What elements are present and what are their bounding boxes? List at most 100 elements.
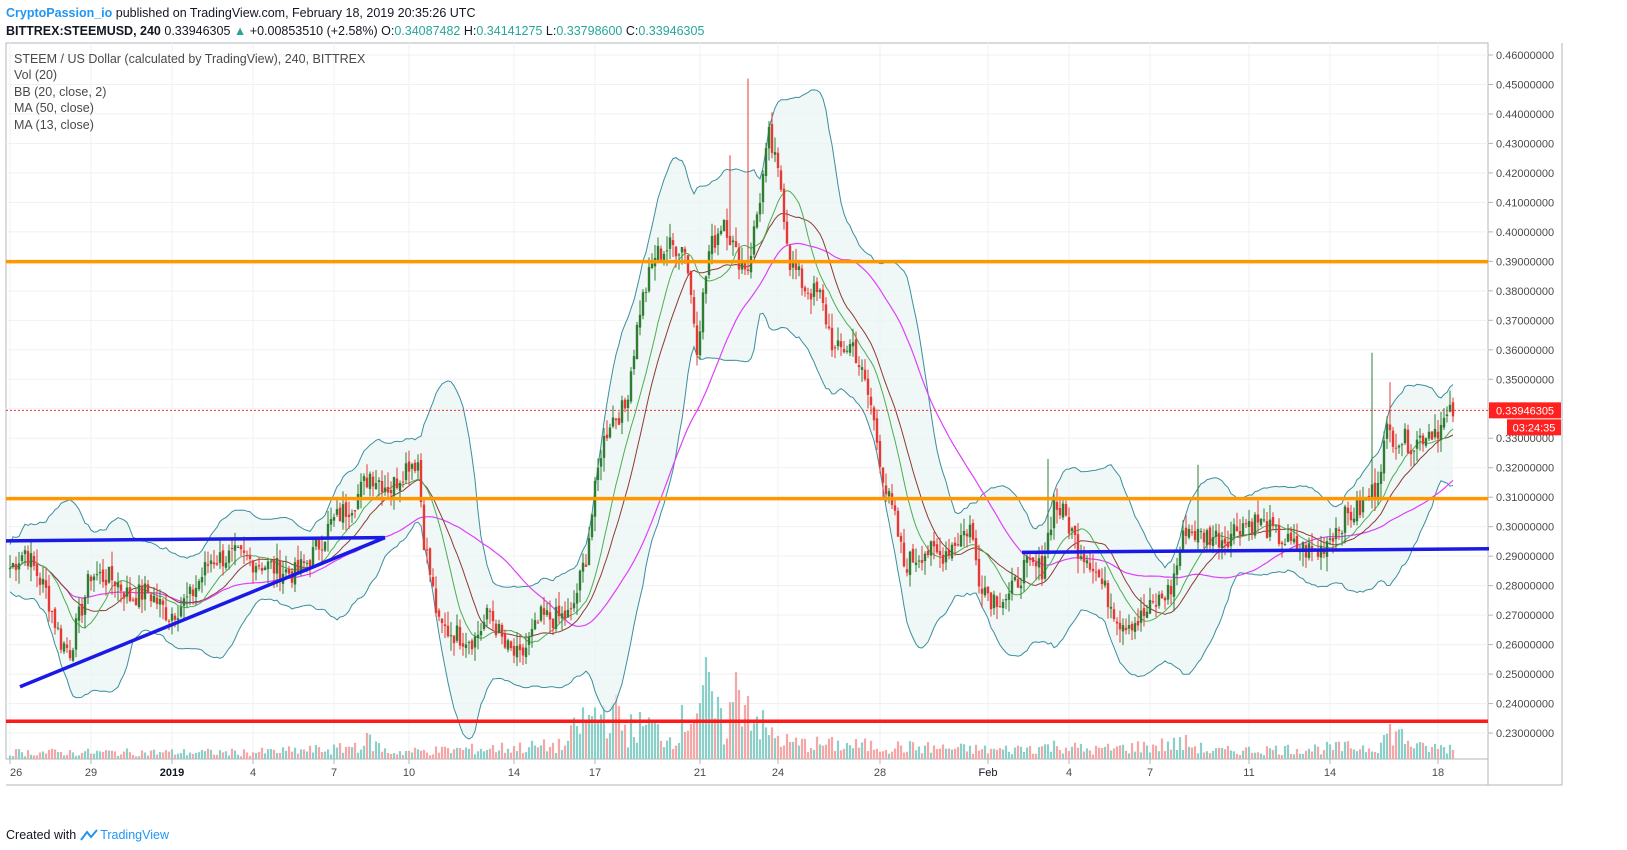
volume-bar xyxy=(1106,743,1110,759)
candle xyxy=(194,575,198,606)
candle-body xyxy=(242,550,246,553)
candle xyxy=(899,532,903,554)
volume-bar xyxy=(23,756,27,759)
candle xyxy=(1262,508,1266,523)
candle-body xyxy=(482,621,486,630)
candle xyxy=(128,577,132,603)
candle xyxy=(215,555,219,567)
volume-bar xyxy=(971,753,975,759)
volume-bar xyxy=(1376,752,1380,759)
candle xyxy=(254,562,258,581)
candle xyxy=(464,632,468,658)
candle-body xyxy=(1025,556,1029,563)
candle-body xyxy=(1001,602,1005,609)
candle xyxy=(1415,431,1419,462)
candle-body xyxy=(902,542,906,567)
candle-body xyxy=(182,598,186,606)
volume-bar xyxy=(1265,746,1269,759)
triangle-upper-line xyxy=(5,535,386,543)
candle-body xyxy=(155,597,159,604)
volume-bar xyxy=(353,742,357,759)
candle xyxy=(65,637,69,653)
candle xyxy=(197,578,201,592)
volume-bar xyxy=(1325,741,1329,759)
volume-bar xyxy=(629,714,633,759)
y-tick-label: 0.44000000 xyxy=(1496,109,1554,121)
volume-bar xyxy=(1148,752,1152,759)
candle-body xyxy=(1058,508,1062,516)
drawings[interactable] xyxy=(5,259,1490,723)
candle xyxy=(53,607,57,635)
volume-bar xyxy=(941,744,945,759)
candle-body xyxy=(1061,503,1065,518)
candle-body xyxy=(278,560,282,582)
candle xyxy=(557,592,561,624)
volume-bar xyxy=(314,745,318,759)
tradingview-link[interactable]: TradingView xyxy=(100,828,169,842)
candle-body xyxy=(1301,542,1305,552)
y-tick-label: 0.25000000 xyxy=(1496,669,1554,681)
candle-body xyxy=(842,349,846,353)
candle-body xyxy=(560,613,564,619)
volume-bar xyxy=(800,738,804,759)
volume-bar xyxy=(794,737,798,759)
candle-body xyxy=(332,517,336,521)
volume-bar xyxy=(1448,744,1452,759)
candle-body xyxy=(602,436,606,458)
candle xyxy=(620,395,624,435)
candle-body xyxy=(302,561,306,563)
candle-body xyxy=(116,582,120,588)
candle-body xyxy=(887,491,891,497)
volume-bar xyxy=(560,750,564,759)
candle xyxy=(716,228,720,256)
candle-body xyxy=(1448,404,1452,412)
candle-body xyxy=(329,519,333,525)
candle xyxy=(599,449,603,481)
candle-body xyxy=(1079,556,1083,559)
candle xyxy=(806,287,810,300)
volume-bar xyxy=(776,735,780,759)
volume-bar xyxy=(791,741,795,759)
volume-bar xyxy=(1442,747,1446,759)
candle xyxy=(932,532,936,560)
candle-body xyxy=(1169,585,1173,595)
candle xyxy=(1394,433,1398,460)
candle xyxy=(1226,530,1230,553)
volume-bar xyxy=(935,749,939,759)
author-link[interactable]: CryptoPassion_io xyxy=(6,6,113,20)
volume-bar xyxy=(458,748,462,759)
candle-body xyxy=(881,467,885,483)
volume-bar xyxy=(548,747,552,759)
candle-body xyxy=(8,568,12,570)
candle-body xyxy=(29,553,33,568)
candle-body xyxy=(956,544,960,546)
volume-bar xyxy=(68,750,72,759)
candle-body xyxy=(386,487,390,493)
candle-body xyxy=(380,480,384,493)
volume-bar xyxy=(1235,753,1239,759)
candle-body xyxy=(218,552,222,563)
volume-bar xyxy=(8,755,12,759)
candle xyxy=(1217,524,1221,560)
candle xyxy=(338,502,342,522)
candle xyxy=(242,536,246,564)
volume-bar xyxy=(1109,750,1113,759)
volume-bar xyxy=(278,752,282,759)
volume-bar xyxy=(59,752,63,759)
candle xyxy=(956,532,960,547)
volume-bar xyxy=(1208,753,1212,759)
symbol-label[interactable]: BITTREX:STEEMUSD, 240 xyxy=(6,24,161,38)
candle-body xyxy=(1157,594,1161,606)
x-tick-label: 14 xyxy=(1324,767,1336,779)
volume-bar xyxy=(998,747,1002,759)
y-tick-label: 0.27000000 xyxy=(1496,610,1554,622)
candle-body xyxy=(320,549,324,551)
volume-bar xyxy=(26,750,30,759)
volume-bar xyxy=(47,750,51,759)
volume-bar xyxy=(509,752,513,759)
candle-body xyxy=(365,477,369,488)
candle xyxy=(1136,608,1140,631)
candle xyxy=(71,647,75,663)
volume-bar xyxy=(1136,741,1140,759)
